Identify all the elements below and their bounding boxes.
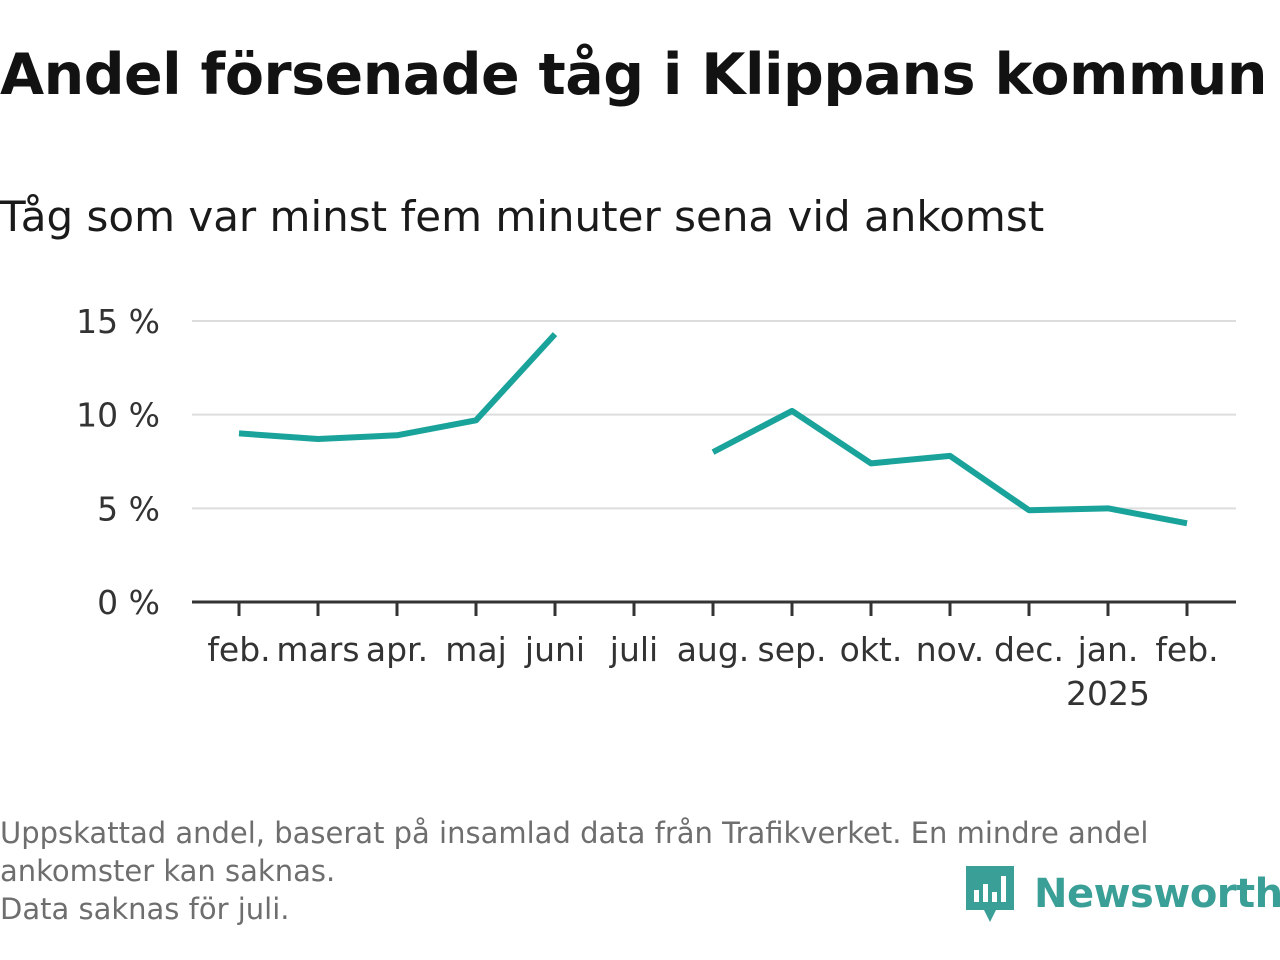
x-tick-label: feb. — [1155, 630, 1218, 669]
x-tick-label: maj — [445, 630, 507, 669]
x-axis — [192, 600, 1236, 616]
footnote-line: Uppskattad andel, baserat på insamlad da… — [0, 816, 1149, 850]
x-tick-sublabel: 2025 — [1066, 674, 1150, 713]
x-tick-label: juni — [524, 630, 585, 669]
x-axis-labels: feb. mars apr. maj juni juli aug. sep. okt. nov. d… — [207, 630, 1218, 713]
newsworthy-logo-icon — [966, 866, 1014, 922]
y-axis-labels: 0 % 5 % 10 % 15 % — [76, 302, 160, 622]
grid-lines — [192, 320, 1236, 510]
footnote: Uppskattad andel, baserat på insamlad da… — [0, 814, 1149, 928]
x-tick-label: okt. — [840, 630, 903, 669]
x-tick-label: juli — [609, 630, 658, 669]
x-tick-label: nov. — [916, 630, 985, 669]
y-tick-label: 10 % — [76, 396, 160, 435]
brand-name: Newsworthy — [1034, 871, 1280, 917]
x-tick-label: dec. — [994, 630, 1064, 669]
footnote-line: Data saknas för juli. — [0, 892, 290, 926]
y-tick-label: 15 % — [76, 302, 160, 341]
x-tick-label: jan. — [1077, 630, 1139, 669]
series-lines — [238, 332, 1188, 527]
y-tick-label: 0 % — [97, 583, 160, 622]
y-tick-label: 5 % — [97, 489, 160, 528]
line-chart: 0 %5 %10 %15 % feb. mars apr. maj juni juli au… — [76, 302, 1236, 713]
footnote-line: ankomster kan saknas. — [0, 854, 336, 888]
chart-subtitle: Tåg som var minst fem minuter sena vid a… — [0, 192, 1045, 241]
x-tick-label: aug. — [677, 630, 750, 669]
x-tick-label: apr. — [366, 630, 428, 669]
series-line-segment — [711, 407, 1188, 527]
brand-logo: Newsworthy — [962, 862, 1280, 926]
x-tick-label: mars — [276, 630, 359, 669]
series-line-segment — [238, 332, 558, 443]
chart-title: Andel försenade tåg i Klippans kommun — [0, 42, 1267, 108]
x-tick-label: feb. — [207, 630, 270, 669]
x-tick-label: sep. — [758, 630, 827, 669]
